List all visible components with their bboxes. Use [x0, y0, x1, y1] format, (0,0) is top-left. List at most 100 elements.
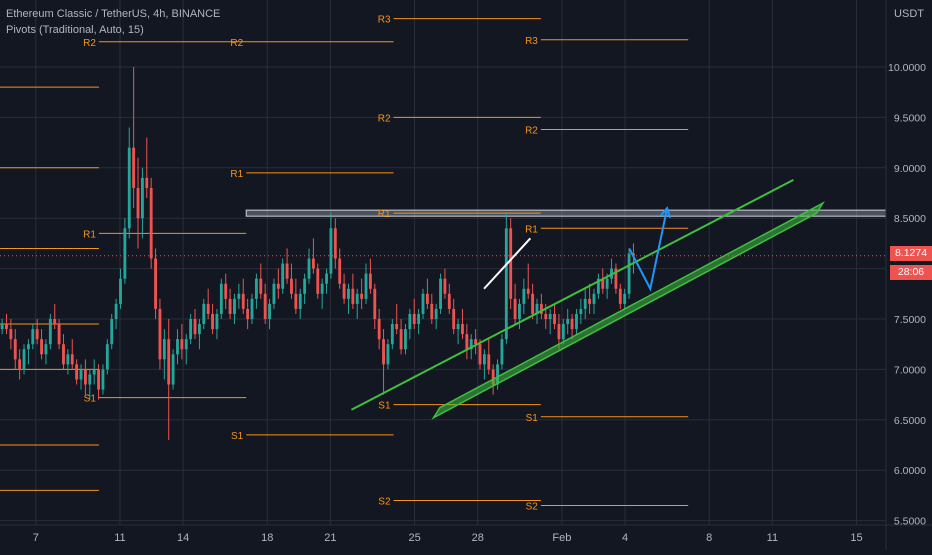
candle-body [478, 344, 482, 365]
candle [272, 278, 276, 309]
candle [202, 298, 206, 330]
candle [307, 248, 311, 284]
candle [425, 278, 429, 309]
candle-body [123, 228, 127, 279]
candle-body [40, 339, 43, 355]
candle-body [518, 303, 521, 319]
candle-body [614, 268, 618, 289]
axis-currency-label[interactable]: USDT [894, 8, 924, 20]
current-price-tag: 8.1274 [890, 246, 932, 261]
candle-body [390, 324, 394, 345]
candle-body [368, 273, 372, 289]
candle [504, 213, 508, 345]
candle-body [18, 359, 22, 370]
candle [53, 303, 57, 330]
candle-body [325, 273, 328, 284]
candle-body [180, 339, 184, 350]
candle [119, 268, 122, 309]
candle-body [434, 308, 438, 319]
candle-body [83, 369, 87, 385]
candle [215, 308, 219, 340]
candle [509, 218, 513, 309]
candle-body [167, 339, 171, 385]
candle-body [97, 369, 100, 390]
candle-body [456, 324, 460, 330]
candle [298, 288, 302, 319]
drawings-layer [350, 179, 825, 420]
candle-body [254, 278, 258, 299]
candle [333, 218, 337, 269]
candle [623, 288, 627, 309]
candle [474, 329, 478, 355]
candle [592, 288, 596, 314]
candle-body [575, 313, 578, 330]
candle [364, 263, 368, 304]
candle-body [215, 313, 219, 330]
candle [386, 339, 390, 370]
x-tick-label: 28 [472, 532, 484, 544]
candle-body [189, 319, 193, 340]
candle [303, 273, 307, 304]
candle-body [496, 364, 499, 385]
candle-body [294, 293, 298, 309]
candle-body [482, 354, 486, 365]
candle [596, 273, 600, 299]
candle-body [272, 283, 276, 304]
candle [276, 268, 280, 299]
candle [0, 319, 4, 335]
candle [145, 137, 149, 199]
candle [259, 263, 263, 299]
candle-body [377, 319, 381, 340]
candle-body [395, 324, 399, 330]
candle [377, 308, 381, 350]
candle-body [105, 344, 109, 370]
candle [154, 248, 157, 319]
pivot-label: R1 [230, 169, 243, 180]
x-tick-label: 8 [706, 532, 712, 544]
x-tick-label: 7 [33, 532, 39, 544]
indicator-title[interactable]: Pivots (Traditional, Auto, 15) [6, 24, 144, 36]
candle [70, 339, 74, 370]
channel-lower-band [431, 201, 825, 420]
candle-body [452, 308, 456, 330]
candle [123, 218, 127, 284]
candle [496, 359, 499, 390]
symbol-title[interactable]: Ethereum Classic / TetherUS, 4h, BINANCE [6, 8, 221, 20]
candle [31, 324, 35, 350]
pivot-label: R2 [525, 125, 538, 136]
candle-body [233, 298, 236, 314]
candle-body [592, 293, 596, 304]
pivot-label: S2 [378, 496, 391, 507]
candle-body [351, 288, 355, 304]
candle-body [425, 293, 429, 304]
y-tick-label: 7.0000 [894, 364, 926, 376]
candle [531, 283, 535, 319]
candle-body [193, 319, 197, 335]
candle-body [149, 187, 153, 259]
candle-body [443, 278, 447, 294]
candle [399, 319, 403, 355]
candle [627, 248, 631, 299]
candle [18, 349, 22, 380]
candle [618, 283, 622, 309]
candle [382, 329, 385, 395]
pivot-label: R2 [378, 113, 391, 124]
candle-body [500, 339, 504, 365]
candle-body [285, 263, 289, 279]
candle [140, 167, 144, 239]
candle-body [307, 258, 311, 279]
candle [83, 359, 87, 395]
pivot-label: S1 [231, 431, 244, 442]
pivot-label: S1 [378, 401, 391, 412]
candle-body [9, 329, 13, 340]
candle [88, 369, 92, 400]
candle [197, 319, 201, 350]
candle-body [26, 344, 30, 350]
y-tick-label: 7.5000 [894, 314, 926, 326]
x-tick-label: Feb [552, 532, 571, 544]
chart-legend: Ethereum Classic / TetherUS, 4h, BINANCE… [6, 6, 220, 38]
candle-body [57, 324, 61, 345]
candle [132, 67, 136, 209]
